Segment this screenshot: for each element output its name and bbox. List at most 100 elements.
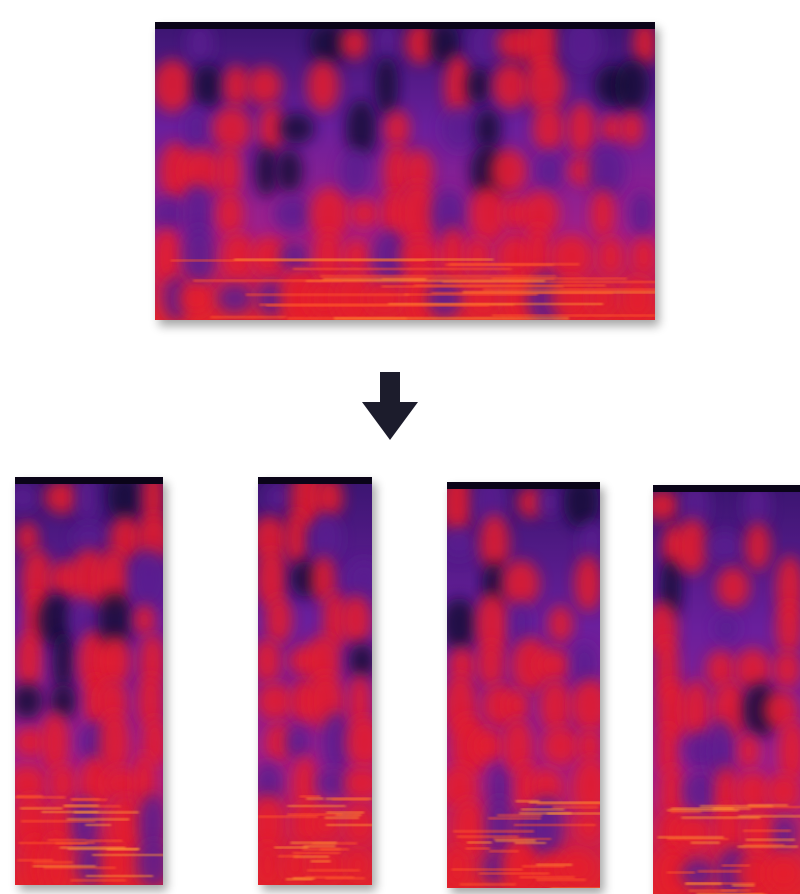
spectral-blob [548, 605, 573, 642]
harmonic-streak [521, 808, 564, 810]
harmonic-streak [497, 814, 542, 816]
spectral-blob [340, 148, 371, 193]
harmonic-streak [483, 289, 719, 291]
harmonic-streak [234, 259, 493, 261]
spectral-blob [537, 649, 571, 681]
spectrogram [150, 13, 760, 330]
spectral-blob [257, 683, 292, 720]
harmonic-streak [552, 806, 598, 808]
spectral-blob [714, 614, 739, 643]
harmonic-streak [445, 264, 554, 266]
spectral-blob [347, 850, 369, 879]
harmonic-streak [287, 805, 345, 807]
spectral-blob [542, 726, 578, 765]
spectral-blob [588, 145, 626, 196]
spectral-blob [247, 67, 281, 106]
harmonic-streak [320, 275, 556, 277]
spectral-blob [473, 729, 503, 763]
spectral-blob [349, 643, 376, 678]
harmonic-streak [732, 884, 755, 886]
harmonic-streak [278, 855, 300, 857]
harmonic-streak [307, 869, 360, 871]
harmonic-streak [20, 807, 63, 809]
harmonic-streak [489, 850, 518, 852]
spectral-blob [23, 836, 46, 893]
spectral-blob [615, 60, 650, 112]
harmonic-streak [18, 859, 53, 861]
spectral-blob [274, 195, 312, 231]
harmonic-streak [738, 846, 799, 848]
harmonic-streak [33, 861, 73, 863]
spectral-blob [551, 235, 591, 278]
spectral-blob [745, 522, 770, 570]
spectral-blob [152, 60, 193, 112]
harmonic-streak [749, 806, 800, 808]
harmonic-streak [85, 824, 111, 826]
spectral-blob [441, 471, 473, 534]
spectral-blob [276, 149, 302, 193]
harmonic-streak [689, 890, 737, 892]
spectral-blob [52, 631, 73, 691]
harmonic-streak [305, 876, 354, 878]
spectral-blob [279, 242, 309, 270]
spectral-blob [550, 277, 589, 321]
harmonic-streak [488, 817, 541, 819]
spectral-blob [773, 650, 800, 687]
harmonic-streak [92, 854, 167, 856]
harmonic-streak [515, 842, 546, 844]
spectral-blob [100, 636, 131, 686]
spectral-blob [589, 283, 614, 315]
harmonic-streak [86, 840, 123, 842]
harmonic-streak [306, 798, 323, 800]
harmonic-streak [457, 836, 519, 838]
spectral-blob [738, 734, 759, 768]
harmonic-streak [86, 875, 153, 877]
harmonic-streak [290, 842, 337, 844]
down-arrow [362, 372, 418, 440]
harmonic-streak [193, 280, 342, 282]
harmonic-streak [460, 883, 516, 885]
spectral-blob [533, 105, 565, 151]
harmonic-streak [431, 292, 613, 294]
harmonic-streak [303, 845, 335, 847]
spectral-blob [502, 560, 540, 607]
spectrogram [441, 471, 622, 894]
top-band [447, 482, 600, 489]
harmonic-streak [325, 817, 360, 819]
spectral-blob [345, 100, 377, 158]
harmonic-streak [274, 847, 308, 849]
spectral-blob [470, 186, 507, 242]
top-band [258, 477, 372, 484]
harmonic-streak [293, 268, 512, 270]
spectral-blob [525, 60, 565, 112]
harmonic-streak [71, 879, 127, 881]
spectral-blob [254, 638, 281, 683]
spectral-blob [384, 110, 410, 147]
spectral-blob [599, 237, 622, 275]
harmonic-streak [16, 795, 42, 797]
spectral-blob [346, 559, 381, 599]
spectral-blob [591, 189, 614, 238]
spectral-blob [537, 487, 564, 517]
spectral-blob [285, 725, 310, 759]
harmonic-streak [519, 812, 571, 814]
spectral-blob [623, 277, 653, 320]
harmonic-streak [493, 838, 551, 840]
harmonic-streak [326, 811, 364, 813]
spectral-blob [675, 519, 708, 574]
spectral-blob [345, 240, 369, 273]
spectral-blob [530, 796, 563, 859]
spectral-blob [99, 712, 129, 773]
harmonic-streak [453, 830, 534, 832]
spectral-blob [441, 598, 477, 651]
spectral-blob [474, 109, 501, 149]
spectral-blob [14, 728, 45, 757]
spectral-blob [41, 712, 68, 772]
harmonic-streak [311, 860, 331, 862]
harmonic-streak [414, 284, 605, 286]
spectral-blob [350, 199, 378, 227]
spectral-blob [133, 604, 155, 635]
spectral-blob [255, 145, 277, 196]
spectral-blob [217, 284, 252, 313]
spectral-blob [217, 145, 241, 197]
